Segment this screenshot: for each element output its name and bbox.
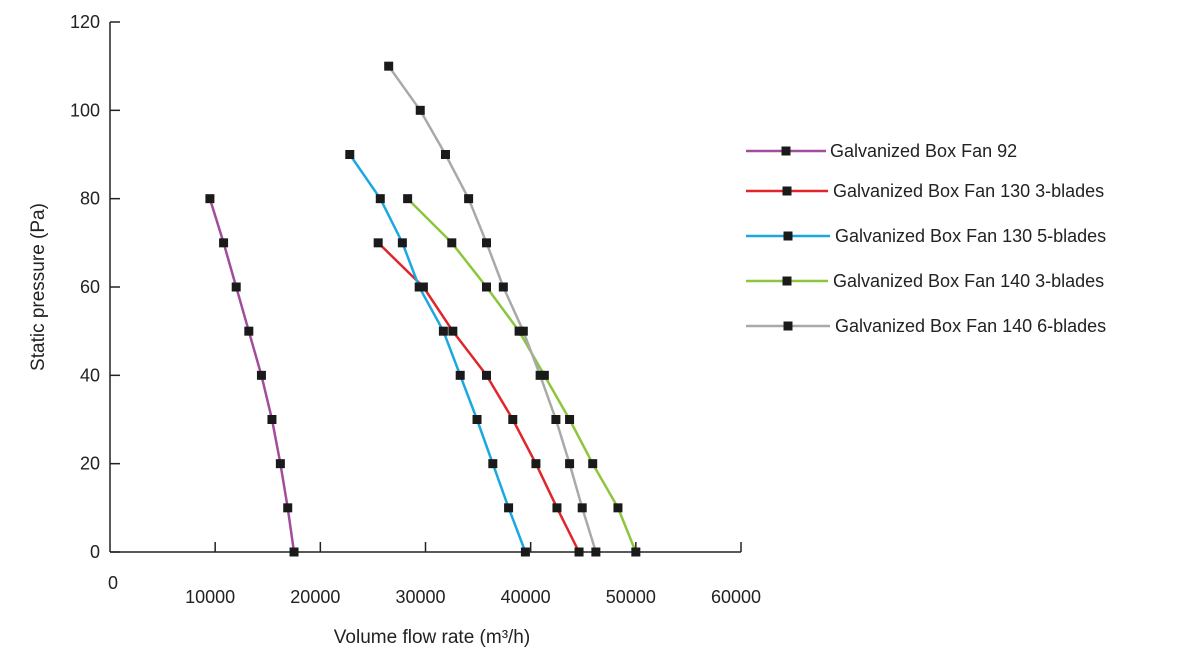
data-point (231, 282, 241, 292)
data-point (498, 282, 508, 292)
data-point (552, 503, 562, 513)
data-point (518, 326, 528, 336)
data-point (508, 415, 518, 424)
data-point (455, 370, 465, 380)
y-ticks: 0 20 40 60 80 100 120 (70, 12, 120, 562)
x-tick-label: 0 (108, 573, 118, 593)
data-point (577, 503, 587, 513)
data-point (244, 326, 254, 336)
legend-label: Galvanized Box Fan 92 (830, 141, 1017, 161)
series-2 (373, 238, 584, 557)
y-tick-label: 80 (80, 189, 100, 209)
legend-item: Galvanized Box Fan 130 5-blades (746, 226, 1106, 246)
data-point (415, 105, 425, 115)
data-point (438, 326, 448, 336)
data-point (384, 61, 394, 71)
x-tick-label: 50000 (606, 587, 656, 607)
data-point (440, 150, 450, 159)
data-point (283, 503, 293, 513)
legend-swatch-marker (781, 146, 791, 156)
y-tick-label: 20 (80, 454, 100, 474)
series-line (387, 65, 598, 553)
y-tick-label: 100 (70, 100, 100, 120)
x-tick-label: 60000 (711, 587, 761, 607)
legend-item: Galvanized Box Fan 140 3-blades (746, 271, 1104, 291)
data-point (447, 238, 457, 248)
data-point (219, 238, 229, 248)
x-tick-label: 10000 (185, 587, 235, 607)
data-point (535, 370, 545, 380)
data-point (520, 547, 530, 557)
legend-swatch-marker (782, 276, 792, 286)
y-axis-title: Static pressure (Pa) (28, 203, 49, 371)
y-tick-label: 120 (70, 12, 100, 32)
data-point (504, 503, 514, 513)
data-point (588, 459, 598, 469)
series-line (348, 153, 527, 553)
series-line (377, 241, 581, 553)
series-line (208, 198, 296, 553)
data-point (481, 282, 491, 292)
data-point (289, 547, 299, 557)
data-point (481, 238, 491, 248)
legend-swatch-marker (783, 231, 793, 241)
legend-label: Galvanized Box Fan 130 3-blades (833, 181, 1104, 201)
plot-area: 0 20 40 60 80 100 120 0 10000 20000 30000 40000 500… (70, 12, 761, 607)
data-point (464, 194, 474, 204)
data-point (531, 459, 541, 469)
data-point (397, 238, 407, 248)
x-axis-title: Volume flow rate (m³/h) (334, 627, 530, 648)
data-point (375, 194, 385, 204)
legend-label: Galvanized Box Fan 140 3-blades (833, 271, 1104, 291)
legend-swatch-marker (782, 186, 792, 196)
data-point (565, 459, 575, 469)
series-1 (205, 194, 299, 557)
legend: Galvanized Box Fan 92 Galvanized Box Fan … (746, 141, 1106, 336)
series-3 (345, 150, 530, 557)
legend-item: Galvanized Box Fan 130 3-blades (746, 181, 1104, 201)
series-5 (384, 61, 601, 557)
data-point (591, 547, 601, 557)
data-point (574, 547, 584, 557)
data-point (472, 415, 482, 424)
data-point (345, 150, 355, 159)
x-tick-label: 30000 (395, 587, 445, 607)
data-point (275, 459, 285, 469)
x-tick-label: 40000 (501, 587, 551, 607)
legend-label: Galvanized Box Fan 140 6-blades (835, 316, 1106, 336)
data-point (613, 503, 623, 513)
x-ticks: 0 10000 20000 30000 40000 50000 60000 (108, 542, 761, 607)
legend-label: Galvanized Box Fan 130 5-blades (835, 226, 1106, 246)
data-point (565, 415, 575, 424)
data-point (448, 326, 458, 336)
legend-swatch-marker (783, 321, 793, 331)
data-point (403, 194, 413, 204)
series-line (406, 197, 637, 553)
series-layer (205, 61, 641, 557)
data-point (256, 370, 266, 380)
data-point (373, 238, 383, 248)
y-tick-label: 60 (80, 277, 100, 297)
data-point (488, 459, 498, 469)
y-tick-label: 40 (80, 365, 100, 385)
data-point (414, 282, 424, 292)
data-point (267, 415, 277, 424)
data-point (481, 370, 491, 380)
y-tick-label: 0 (90, 542, 100, 562)
legend-item: Galvanized Box Fan 92 (746, 141, 1017, 161)
legend-item: Galvanized Box Fan 140 6-blades (746, 316, 1106, 336)
data-point (631, 547, 641, 557)
data-point (551, 415, 561, 424)
x-tick-label: 20000 (290, 587, 340, 607)
series-4 (403, 194, 641, 557)
data-point (205, 194, 215, 204)
